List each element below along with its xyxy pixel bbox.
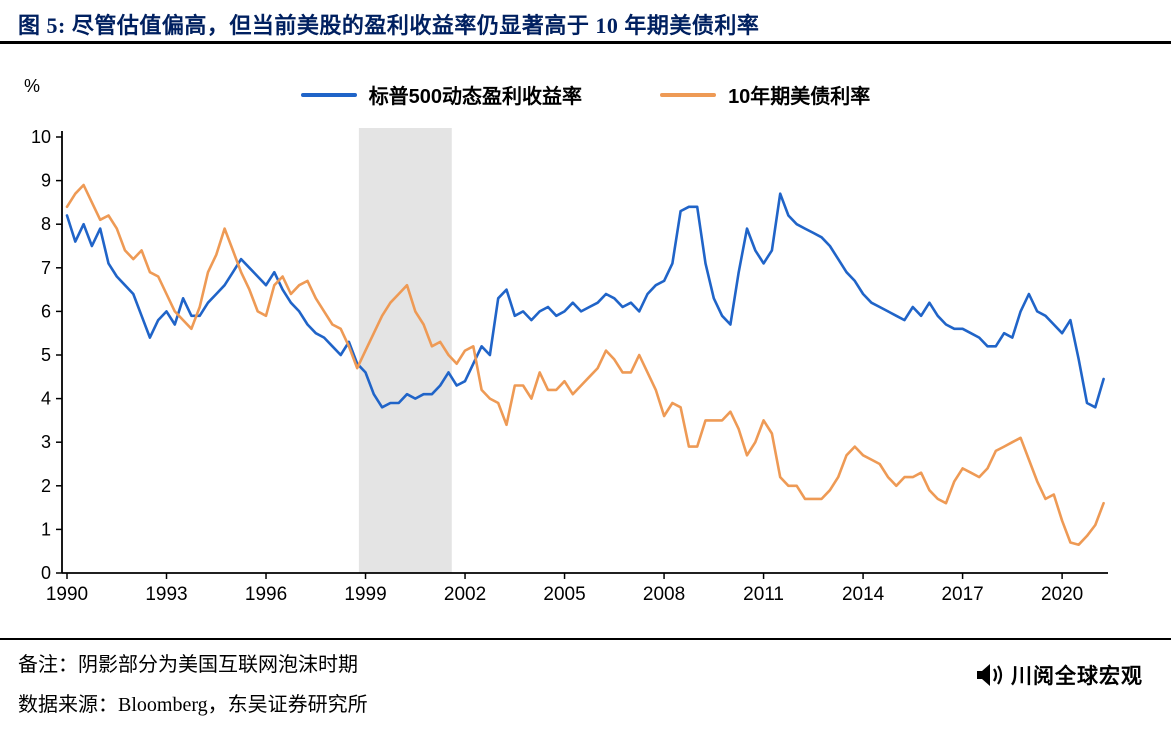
y-tick-label: 1 <box>41 519 51 539</box>
y-tick-label: 8 <box>41 214 51 234</box>
y-tick-label: 9 <box>41 171 51 191</box>
figure-title: 图 5: 尽管估值偏高，但当前美股的盈利收益率仍显著高于 10 年期美债利率 <box>18 13 760 38</box>
footer-note: 备注：阴影部分为美国互联网泡沫时期 <box>18 654 358 676</box>
x-tick-label: 1993 <box>145 584 187 605</box>
legend-swatch-blue <box>300 92 357 97</box>
brand-logo: 川阅全球宏观 <box>974 660 1143 690</box>
legend-item-sp500: 标普500动态盈利收益率 <box>300 80 583 109</box>
x-tick-label: 2011 <box>743 584 784 605</box>
y-tick-label: 10 <box>31 127 51 147</box>
x-tick-label: 2017 <box>941 584 983 605</box>
x-tick-label: 2002 <box>444 584 486 605</box>
series-line-sp500-forward-earnings-yield <box>65 192 1105 409</box>
legend-label-ust10y: 10年期美债利率 <box>728 86 871 108</box>
y-tick-label: 5 <box>41 345 51 365</box>
y-tick-label: 0 <box>41 563 51 583</box>
line-chart: 0 1 2 3 4 5 6 7 8 9 10 1990 1993 1996 1999 2002 2005 2008… <box>31 127 1108 605</box>
legend-swatch-orange <box>660 92 717 97</box>
chart-legend: 标普500动态盈利收益率 10年期美债利率 <box>0 80 1171 109</box>
x-tick-label: 1996 <box>245 584 287 605</box>
y-axis-unit-label: % <box>24 76 41 96</box>
series-line-us-10y-treasury-yield <box>65 183 1105 547</box>
megaphone-icon <box>977 664 1003 686</box>
legend-item-ust10y: 10年期美债利率 <box>660 80 870 109</box>
y-tick-label: 6 <box>41 301 51 321</box>
brand-logo-text: 川阅全球宏观 <box>1011 665 1143 688</box>
x-tick-label: 1999 <box>344 584 386 605</box>
footer-divider <box>0 638 1171 640</box>
y-tick-label: 4 <box>41 389 51 409</box>
title-divider <box>0 41 1171 44</box>
y-tick-label: 2 <box>41 476 51 496</box>
y-tick-label: 3 <box>41 432 51 452</box>
x-tick-label: 1990 <box>46 584 88 605</box>
x-tick-label: 2020 <box>1041 584 1083 605</box>
shaded-region-internet-bubble <box>358 128 452 573</box>
footer-source: 数据来源：Bloomberg，东吴证券研究所 <box>18 694 368 716</box>
x-tick-label: 2005 <box>543 584 585 605</box>
x-tick-label: 2008 <box>643 584 685 605</box>
y-tick-label: 7 <box>41 258 51 278</box>
legend-label-sp500: 标普500动态盈利收益率 <box>368 86 583 108</box>
x-tick-label: 2014 <box>842 584 885 605</box>
